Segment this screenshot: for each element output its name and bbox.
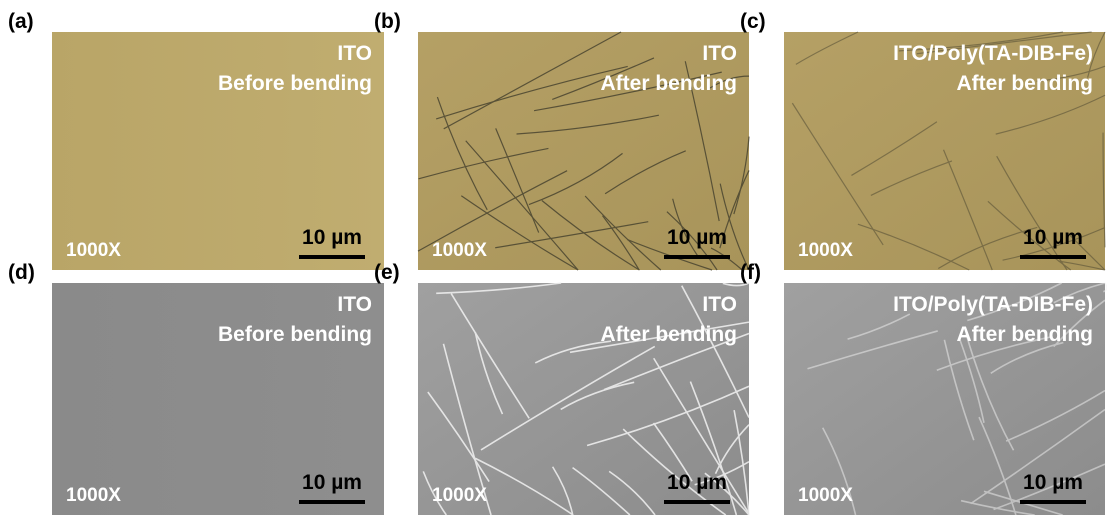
panel-title: ITO (337, 293, 372, 316)
panel-label: (b) (374, 10, 401, 33)
panel-label: (d) (8, 261, 35, 284)
magnification: 1000X (432, 485, 487, 506)
scale-bar-label: 10 µm (667, 226, 727, 249)
panel: (b) ITO After bending 1000X 10 µm (374, 10, 749, 270)
scale-bar (664, 255, 730, 259)
panel: (d) ITO Before bending 1000X 10 µm (8, 261, 384, 515)
panel-title: After bending (957, 323, 1094, 346)
panel-title: After bending (601, 323, 738, 346)
panel-label: (a) (8, 10, 34, 33)
panel-title: ITO/Poly(TA-DIB-Fe) (893, 293, 1093, 316)
scale-bar (1020, 255, 1086, 259)
panel-title: Before bending (218, 72, 372, 95)
panel: (e) ITO After bending 1000X 10 µm (374, 261, 749, 515)
magnification: 1000X (798, 240, 853, 261)
panel: (f) ITO/Poly(TA-DIB-Fe) After bending 1000X… (740, 261, 1107, 515)
magnification: 1000X (66, 240, 121, 261)
panel-label: (c) (740, 10, 766, 33)
panel-title: Before bending (218, 323, 372, 346)
scale-bar (299, 500, 365, 504)
figure: (a)ITOBefore bending1000X10 µm(b)ITOAfte… (0, 0, 1107, 515)
scale-bar-label: 10 µm (1023, 471, 1083, 494)
panel-title: ITO/Poly(TA-DIB-Fe) (893, 42, 1093, 65)
panel: (a) ITO Before bending 1000X 10 µm (8, 10, 384, 270)
scale-bar-label: 10 µm (302, 471, 362, 494)
scale-bar (1020, 500, 1086, 504)
scale-bar-label: 10 µm (302, 226, 362, 249)
scale-bar (664, 500, 730, 504)
scale-bar-label: 10 µm (667, 471, 727, 494)
panel-title: ITO (702, 293, 737, 316)
panel-title: ITO (702, 42, 737, 65)
panel: (c) ITO/Poly(TA-DIB-Fe) After bending 1000X… (740, 10, 1105, 270)
panel-label: (e) (374, 261, 400, 284)
panel-title: After bending (957, 72, 1094, 95)
magnification: 1000X (798, 485, 853, 506)
scale-bar (299, 255, 365, 259)
panel-label: (f) (740, 261, 761, 284)
scale-bar-label: 10 µm (1023, 226, 1083, 249)
panel-title: After bending (601, 72, 738, 95)
magnification: 1000X (432, 240, 487, 261)
magnification: 1000X (66, 485, 121, 506)
panel-title: ITO (337, 42, 372, 65)
